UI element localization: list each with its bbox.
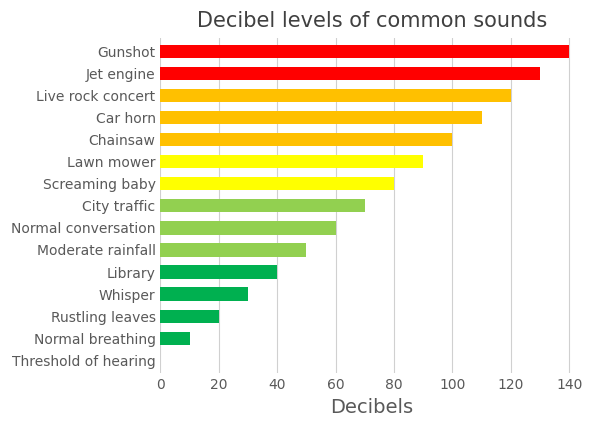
Bar: [161, 221, 336, 235]
Bar: [161, 67, 540, 80]
Bar: [161, 309, 219, 323]
Bar: [161, 177, 394, 190]
Bar: [161, 89, 511, 102]
Bar: [161, 133, 452, 146]
Bar: [161, 288, 248, 301]
Bar: [161, 111, 482, 124]
Bar: [161, 265, 277, 279]
Title: Decibel levels of common sounds: Decibel levels of common sounds: [197, 11, 547, 31]
Bar: [161, 199, 365, 212]
Bar: [161, 332, 190, 345]
X-axis label: Decibels: Decibels: [331, 398, 414, 417]
Bar: [161, 244, 306, 256]
Bar: [161, 45, 569, 58]
Bar: [161, 155, 423, 168]
